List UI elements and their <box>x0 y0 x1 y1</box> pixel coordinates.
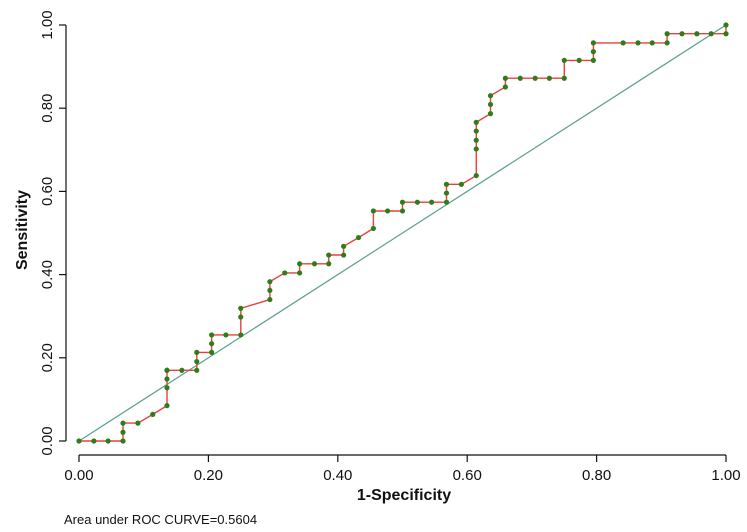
roc-point <box>150 411 156 417</box>
y-tick-label: 0.00 <box>39 426 56 455</box>
roc-point <box>297 270 303 276</box>
roc-point <box>443 199 450 205</box>
roc-point <box>120 429 126 435</box>
roc-point <box>679 31 685 37</box>
roc-point <box>120 438 126 444</box>
roc-point <box>664 31 670 37</box>
roc-point <box>532 75 538 81</box>
auc-caption: Area under ROC CURVE=0.5604 <box>64 512 257 527</box>
roc-point <box>282 270 288 276</box>
roc-point <box>164 403 170 409</box>
roc-point <box>473 128 479 134</box>
roc-point <box>473 172 479 179</box>
roc-point <box>723 31 729 37</box>
x-tick-label: 0.60 <box>453 467 482 484</box>
roc-point <box>502 84 508 90</box>
roc-point <box>238 332 244 338</box>
roc-point <box>194 349 200 355</box>
roc-point <box>487 93 494 99</box>
roc-point <box>267 296 273 303</box>
roc-point <box>179 367 185 373</box>
roc-point <box>399 208 406 214</box>
roc-point <box>590 40 596 46</box>
roc-point <box>458 181 464 187</box>
roc-point <box>590 57 596 63</box>
roc-point <box>341 243 347 249</box>
roc-point <box>649 40 655 46</box>
roc-point <box>370 225 376 232</box>
roc-point <box>620 40 626 46</box>
roc-point <box>487 111 494 117</box>
roc-point <box>267 279 273 285</box>
roc-point <box>443 181 450 187</box>
roc-points <box>76 22 729 444</box>
roc-point <box>576 57 582 63</box>
roc-point <box>635 40 641 46</box>
roc-point <box>209 332 215 338</box>
roc-point <box>238 314 244 320</box>
roc-point <box>194 358 200 365</box>
x-axis-ticks: 0.00 0.20 0.40 0.60 0.80 1.00 <box>64 455 741 484</box>
roc-point <box>91 438 97 444</box>
roc-point <box>473 137 479 143</box>
roc-point <box>135 420 141 426</box>
y-tick-label: 0.40 <box>39 260 56 289</box>
y-tick-label: 0.80 <box>39 94 56 123</box>
roc-point <box>590 49 596 55</box>
roc-point <box>370 208 376 214</box>
y-axis-ticks: 0.00 0.20 0.40 0.60 0.80 1.00 <box>39 10 66 456</box>
roc-point <box>385 208 391 214</box>
roc-point <box>164 367 170 373</box>
roc-point <box>209 349 215 355</box>
roc-point <box>326 261 332 267</box>
roc-point <box>694 31 700 37</box>
roc-point <box>223 332 229 338</box>
roc-point <box>105 438 111 444</box>
roc-point <box>708 31 714 37</box>
x-tick-label: 1.00 <box>711 467 740 484</box>
y-tick-label: 1.00 <box>39 10 56 39</box>
roc-point <box>209 341 215 347</box>
x-tick-label: 0.00 <box>64 467 93 484</box>
y-tick-label: 0.20 <box>39 343 56 372</box>
roc-point <box>414 199 420 205</box>
roc-point <box>517 75 523 81</box>
roc-point <box>355 234 362 241</box>
roc-point <box>561 75 567 81</box>
x-tick-label: 0.20 <box>194 467 223 484</box>
roc-point <box>723 22 729 28</box>
roc-point <box>120 420 126 426</box>
roc-point <box>164 385 170 391</box>
roc-point <box>473 146 479 152</box>
x-tick-label: 0.80 <box>582 467 611 484</box>
roc-point <box>473 119 479 125</box>
y-axis-title: Sensitivity <box>14 190 31 270</box>
roc-point <box>561 57 567 63</box>
roc-point <box>164 376 170 382</box>
roc-point <box>502 75 508 81</box>
roc-point <box>76 438 82 444</box>
roc-point <box>194 367 200 373</box>
roc-point <box>664 40 670 46</box>
roc-point <box>399 199 406 205</box>
roc-point <box>546 75 552 81</box>
roc-point <box>341 252 347 258</box>
x-axis-title: 1-Specificity <box>357 487 451 504</box>
roc-point <box>326 252 332 258</box>
roc-point <box>238 305 244 311</box>
y-tick-label: 0.60 <box>39 177 56 206</box>
roc-point <box>429 199 435 205</box>
reference-diagonal <box>78 24 727 442</box>
roc-point <box>443 190 450 196</box>
roc-point <box>487 101 494 108</box>
roc-point <box>297 261 303 267</box>
roc-point <box>267 287 273 294</box>
roc-point <box>311 261 318 267</box>
x-tick-label: 0.40 <box>323 467 352 484</box>
